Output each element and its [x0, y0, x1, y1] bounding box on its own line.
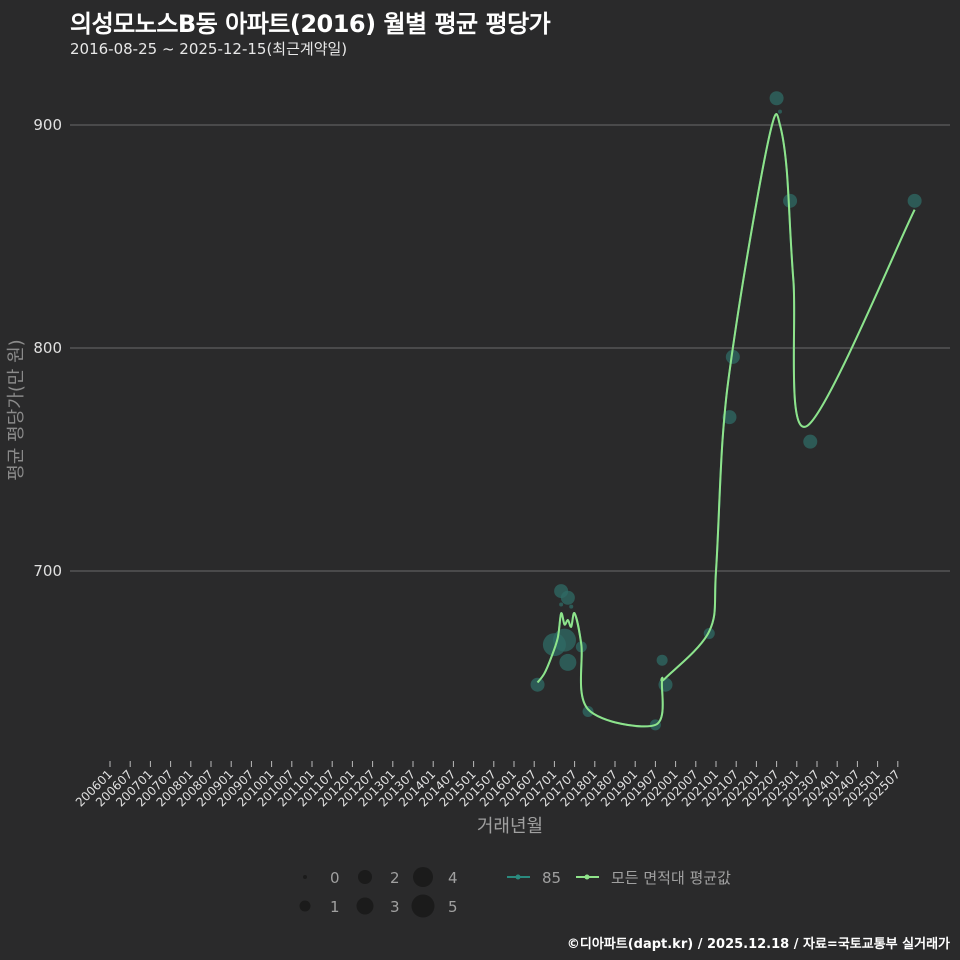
data-bubble [560, 590, 575, 605]
data-bubble [582, 705, 594, 717]
footer-credit: ©디아파트(dapt.kr) / 2025.12.18 / 자료=국토교통부 실… [566, 937, 950, 952]
data-bubble [803, 434, 818, 449]
chart-subtitle: 2016-08-25 ~ 2025-12-15(최근계약일) [70, 40, 348, 58]
data-bubble [769, 91, 784, 106]
y-axis-label: 평균 평당가(만 원) [6, 339, 27, 480]
data-bubble [725, 349, 740, 364]
data-bubble [530, 677, 545, 692]
data-bubble [569, 604, 574, 609]
legend-size-1 [299, 900, 311, 912]
data-bubble [783, 193, 798, 208]
series-average-line [536, 113, 916, 728]
y-tick-label: 700 [33, 562, 62, 580]
y-gridlines [70, 124, 950, 572]
chart-title: 의성모노스B동 아파트(2016) 월별 평균 평당가 [70, 10, 551, 38]
legend-size-label: 4 [448, 869, 458, 887]
data-bubble [777, 109, 782, 114]
legend-size-label: 2 [390, 869, 400, 887]
y-tick-label: 900 [33, 116, 62, 134]
data-bubble [559, 602, 564, 607]
legend-size-5 [411, 894, 435, 918]
legend: 0 1 2 3 4 5 85 모든 면적대 평균값 [299, 867, 731, 918]
legend-size-0 [303, 875, 307, 879]
data-bubble [559, 653, 577, 671]
legend-85-label: 85 [542, 869, 561, 887]
legend-avg-label: 모든 면적대 평균값 [611, 869, 731, 887]
legend-size-2 [358, 870, 372, 884]
legend-size-4 [413, 867, 433, 887]
legend-size-label: 1 [330, 898, 340, 916]
data-bubble [656, 654, 668, 666]
x-axis-ticks: 2006012006072007012007072008012008072009… [73, 761, 903, 810]
y-axis-ticks: 700 800 900 [33, 116, 62, 580]
series-85-bubbles [530, 91, 922, 731]
data-bubble [722, 410, 737, 425]
y-tick-label: 800 [33, 339, 62, 357]
legend-size-label: 0 [330, 869, 340, 887]
x-axis-label: 거래년월 [477, 816, 543, 837]
data-bubble [907, 193, 922, 208]
legend-size-label: 5 [448, 898, 458, 916]
legend-size-label: 3 [390, 898, 400, 916]
legend-size-3 [356, 897, 374, 915]
